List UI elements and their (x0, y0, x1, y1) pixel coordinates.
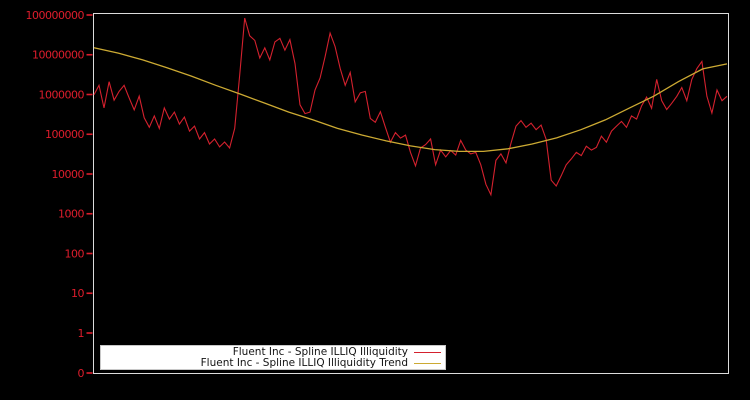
y-tick-label: 100000 (45, 128, 84, 141)
y-tick-label: 1000 (58, 208, 84, 221)
y-tick-label: 10000 (52, 168, 85, 181)
y-tick-label: 10 (71, 287, 84, 300)
legend-label-trend: Fluent Inc - Spline ILLIQ Illiquidity Tr… (200, 356, 408, 369)
y-tick-label: 0 (78, 367, 85, 380)
y-tick-label: 10000000 (32, 49, 84, 62)
y-tick-label: 100000000 (26, 9, 85, 22)
legend-line-sample-illiquidity (414, 351, 441, 353)
y-tick-label: 1000000 (39, 88, 85, 101)
legend-item-illiquidity: Fluent Inc - Spline ILLIQ Illiquidity (101, 345, 445, 358)
series-line-illiquidity (93, 17, 728, 197)
series-line-trend (93, 47, 728, 153)
legend-label-illiquidity: Fluent Inc - Spline ILLIQ Illiquidity (232, 345, 408, 358)
series-lines (93, 17, 728, 197)
plot-border (93, 13, 729, 374)
legend-item-trend: Fluent Inc - Spline ILLIQ Illiquidity Tr… (101, 356, 445, 369)
legend-line-sample-trend (414, 362, 441, 364)
y-tick-label: 100 (65, 247, 85, 260)
y-tick-label: 1 (78, 327, 85, 340)
y-axis-ticks: 1000000001000000010000001000001000010001… (26, 9, 93, 380)
legend: Fluent Inc - Spline ILLIQ Illiquidity Fl… (100, 345, 446, 370)
